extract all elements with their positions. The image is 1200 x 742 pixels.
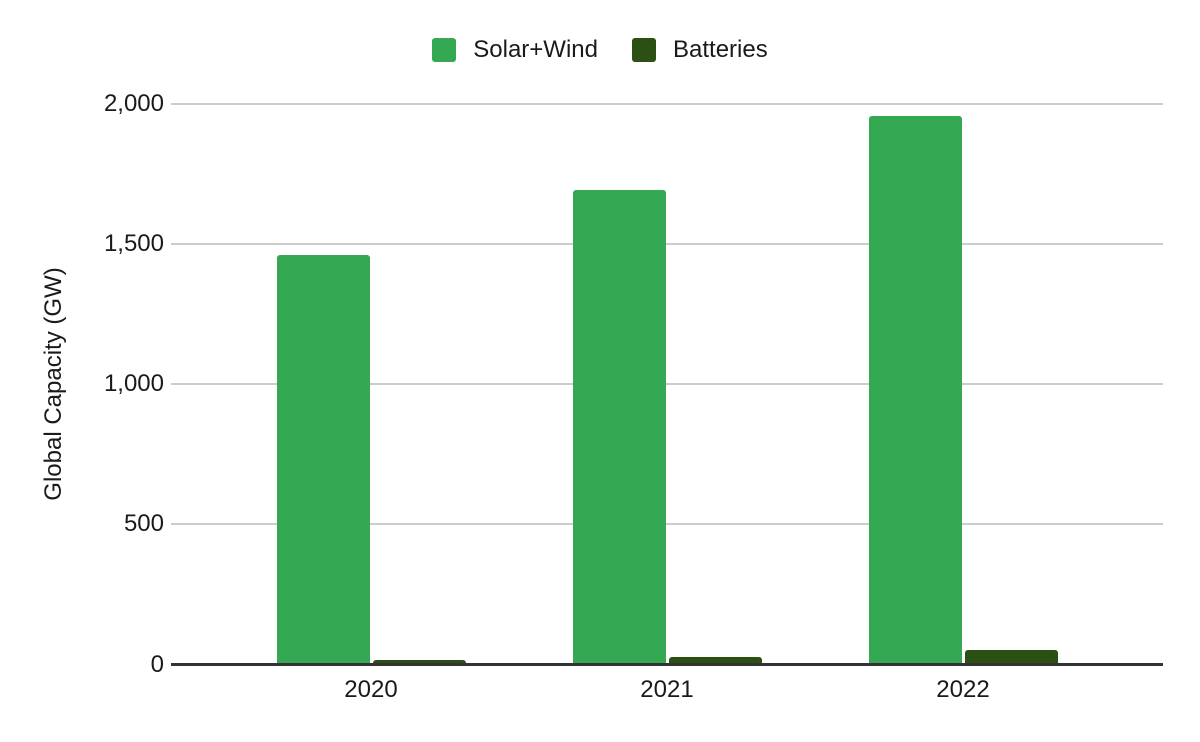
bar-batteries-2022 — [964, 650, 1058, 665]
gridline — [171, 102, 1163, 105]
gridline — [171, 523, 1163, 526]
legend-entry: Solar+Wind — [432, 38, 598, 62]
bar-solar-wind-2021 — [572, 190, 666, 665]
chart-legend: Solar+Wind Batteries — [0, 38, 1200, 62]
legend-label: Solar+Wind — [473, 36, 598, 63]
x-axis-tick-label: 2020 — [344, 676, 398, 703]
y-axis-tick-label: 500 — [123, 510, 164, 538]
gridline — [171, 383, 1163, 385]
bar-batteries-2020 — [372, 659, 466, 665]
bar-solar-wind-2020 — [276, 254, 370, 665]
x-axis-tick-label: 2022 — [936, 676, 990, 703]
legend-swatch-icon — [632, 38, 656, 62]
y-axis-tick-label: 0 — [150, 650, 164, 678]
y-axis-tick-label: 1,000 — [103, 370, 164, 397]
x-axis-line — [171, 663, 1163, 666]
legend-label: Batteries — [673, 36, 768, 63]
legend-swatch-icon — [432, 38, 457, 62]
gridline — [171, 242, 1163, 245]
y-axis-tick-label: 2,000 — [103, 89, 164, 117]
x-axis-tick-label: 2021 — [640, 676, 694, 703]
legend-entry: Batteries — [632, 38, 768, 62]
bar-solar-wind-2022 — [868, 116, 962, 665]
bar-batteries-2021 — [668, 657, 762, 665]
y-axis-tick-label: 1,500 — [103, 229, 164, 257]
